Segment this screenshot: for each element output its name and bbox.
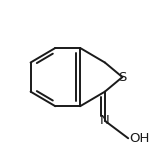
Text: N: N [100,114,110,127]
Text: S: S [118,71,127,84]
Text: OH: OH [130,132,150,145]
